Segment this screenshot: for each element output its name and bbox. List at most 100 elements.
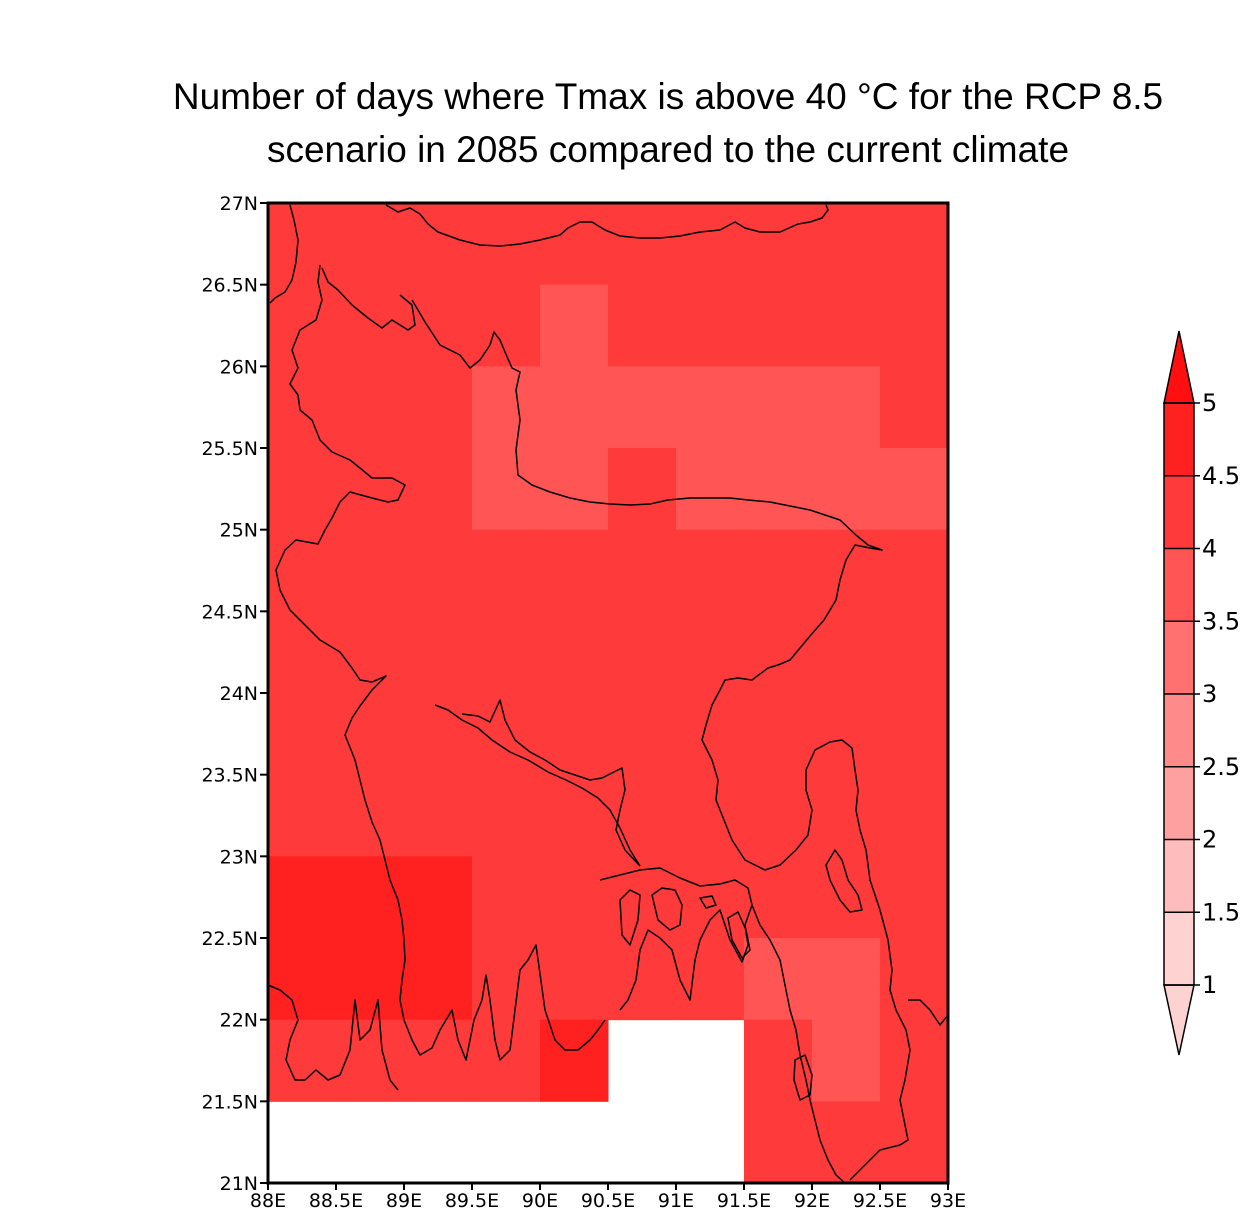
grid-cell [472, 938, 541, 1021]
island-2 [619, 889, 641, 946]
colorbar-max-extend [1163, 330, 1195, 404]
grid-cell [472, 774, 541, 857]
grid-cell [336, 448, 405, 531]
colorbar-label: 2.5 [1202, 753, 1240, 781]
grid-cell [540, 529, 609, 612]
grid-cell [336, 529, 405, 612]
island-1 [651, 887, 683, 931]
y-tick-label: 23N [220, 846, 258, 868]
grid-cell [676, 529, 745, 612]
grid-cell [336, 1019, 405, 1102]
grid-cell [540, 203, 609, 286]
grid-cell [336, 693, 405, 776]
grid-cell [404, 611, 473, 694]
grid-cell [404, 1019, 473, 1102]
grid-cell [472, 693, 541, 776]
grid-cell [880, 938, 949, 1021]
y-tick-label: 21.5N [201, 1091, 258, 1113]
grid-cell [744, 1019, 813, 1102]
y-tick-label: 26.5N [201, 275, 258, 297]
river-padma [434, 704, 641, 867]
grid-cell [404, 203, 473, 286]
grid-cell [404, 938, 473, 1021]
colorbar-segment [1164, 475, 1194, 549]
grid-cell [336, 366, 405, 449]
grid-cell [404, 856, 473, 939]
colorbar-label: 1 [1202, 971, 1217, 999]
grid-cell [744, 203, 813, 286]
grid-cell [676, 856, 745, 939]
grid-cell [540, 448, 609, 531]
grid-cell [608, 284, 677, 367]
y-tick-label: 25N [220, 520, 258, 542]
y-tick-label: 24.5N [201, 601, 258, 623]
grid-cell [268, 1019, 337, 1102]
east-border [908, 999, 949, 1026]
grid-cell [880, 448, 949, 531]
grid-cell [744, 693, 813, 776]
grid-cell [812, 856, 881, 939]
grid-cell [880, 856, 949, 939]
grid-cell [880, 611, 949, 694]
x-tick-label: 88.5E [309, 1190, 363, 1212]
x-tick-label: 89E [386, 1190, 422, 1212]
grid-cell [744, 448, 813, 531]
colorbar-segment [1164, 766, 1194, 840]
chart-title: Number of days where Tmax is above 40 °C… [0, 70, 1253, 176]
west-border-north [269, 204, 299, 304]
grid-cell [744, 1101, 813, 1184]
grid-cell [880, 529, 949, 612]
river-branch [461, 699, 641, 867]
grid-cell [608, 203, 677, 286]
grid-cell [336, 203, 405, 286]
y-tick-label: 27N [220, 193, 258, 215]
colorbar-segment [1164, 839, 1194, 913]
estuary [599, 867, 753, 1011]
grid-cell [268, 366, 337, 449]
x-tick-label: 91E [658, 1190, 694, 1212]
grid-cell [268, 284, 337, 367]
grid-cell [744, 529, 813, 612]
y-tick-label: 24N [220, 683, 258, 705]
grid-cell [268, 693, 337, 776]
colorbar-segment [1164, 912, 1194, 985]
grid-cell [608, 366, 677, 449]
grid-cell [812, 1101, 881, 1184]
x-tick-label: 89.5E [445, 1190, 499, 1212]
y-axis: 21N 21.5N 22N 22.5N 23N 23.5N 24N 24.5N 25N 25.5N… [201, 193, 268, 1195]
colorbar-min-extend [1163, 984, 1195, 1056]
grid-cell [880, 693, 949, 776]
coastline [267, 204, 949, 1184]
grid-cell [880, 774, 949, 857]
grid-cell [268, 529, 337, 612]
grid-cell [880, 284, 949, 367]
east-coast [751, 904, 846, 1184]
grid-cell [472, 856, 541, 939]
sundarbans-west [267, 984, 399, 1091]
grid-cell [404, 774, 473, 857]
grid-cell [336, 856, 405, 939]
y-tick-label: 25.5N [201, 438, 258, 460]
colorbar-label: 2 [1202, 826, 1217, 854]
grid-cell [268, 856, 337, 939]
grid-cell [744, 938, 813, 1021]
grid-cell [540, 284, 609, 367]
colorbar: 1 1.5 2 2.5 3 3.5 4 4.5 5 [1163, 330, 1240, 1056]
grid-cell [676, 366, 745, 449]
grid-cell [880, 1019, 949, 1102]
title-line-1: Number of days where Tmax is above 40 °C… [172, 76, 1164, 117]
y-tick-label: 22.5N [201, 928, 258, 950]
grid-cell [540, 693, 609, 776]
title-line-2: scenario in 2085 compared to the current… [266, 129, 1070, 170]
grid-cell [472, 203, 541, 286]
grid-cell [608, 529, 677, 612]
grid-cell [540, 366, 609, 449]
grid-cell [336, 611, 405, 694]
grid-cell [676, 938, 745, 1021]
grid-cell [676, 774, 745, 857]
grid-cell [472, 448, 541, 531]
grid-cell [812, 529, 881, 612]
grid-cell [812, 693, 881, 776]
colorbar-label: 3 [1202, 680, 1217, 708]
